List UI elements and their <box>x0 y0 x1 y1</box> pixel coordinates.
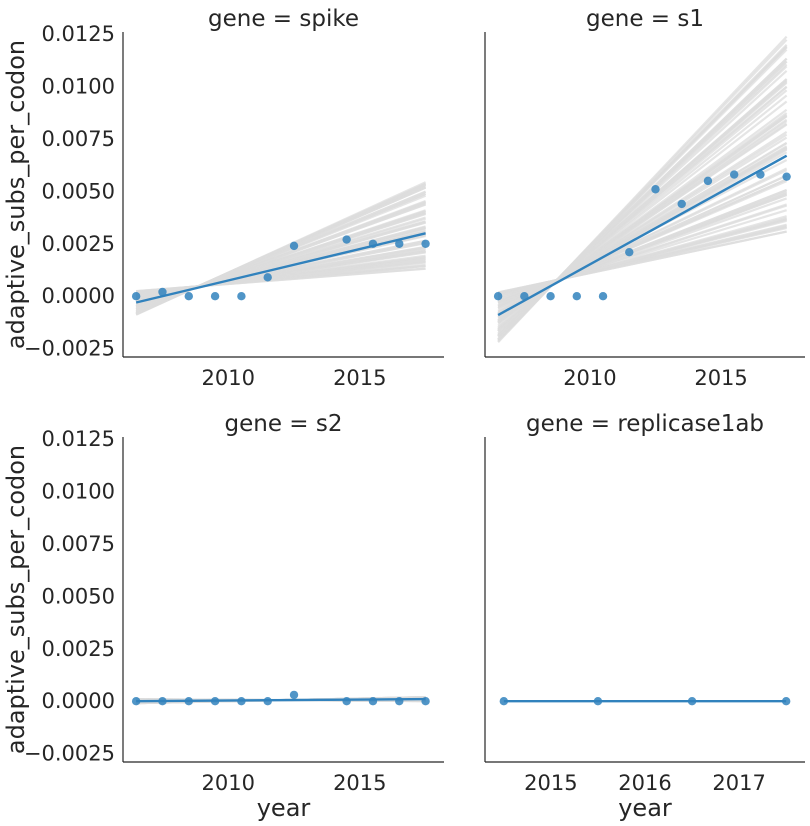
panel-replicase1ab: gene = replicase1ab 2015 2016 2017 year <box>484 411 805 822</box>
data-point <box>703 176 713 186</box>
y-tick-label: 0.0075 <box>42 532 115 556</box>
panel-title-replicase1ab: gene = replicase1ab <box>526 411 764 437</box>
data-point <box>237 291 246 301</box>
bootstrap-line <box>497 178 788 307</box>
x-tick-label: 2015 <box>333 771 386 795</box>
data-point <box>781 696 791 706</box>
y-tick-label: 0.0050 <box>42 179 115 203</box>
data-point <box>499 696 509 706</box>
y-tick-label: 0.0125 <box>42 427 115 451</box>
panel-title-s1: gene = s1 <box>586 6 704 32</box>
data-point <box>546 291 555 301</box>
y-axis-label: adaptive_subs_per_codon <box>2 40 30 349</box>
data-point <box>184 696 193 706</box>
y-tick-label: −0.0025 <box>24 337 115 361</box>
y-tick-label: 0.0025 <box>42 637 115 661</box>
data-point <box>158 287 167 297</box>
bootstrap-line <box>497 57 788 338</box>
data-point <box>395 696 404 706</box>
data-point <box>210 291 220 301</box>
regression-line <box>135 232 426 304</box>
panel-title-s2: gene = s2 <box>225 411 343 437</box>
y-axis-label: adaptive_subs_per_codon <box>2 445 30 754</box>
bootstrap-line <box>135 247 426 298</box>
data-point <box>729 170 739 179</box>
data-point <box>289 690 299 700</box>
x-tick-label: 2016 <box>618 771 671 795</box>
y-tick-label: 0.0050 <box>42 584 115 608</box>
data-point <box>421 696 430 706</box>
panel-spike: gene = spike −0.0025 0.0000 0.0025 0.0050 0.… <box>2 6 444 390</box>
y-tick-label: 0.0025 <box>42 232 115 256</box>
regression-line <box>136 697 426 703</box>
data-point <box>131 291 141 301</box>
panel-s1: gene = s1 2010 2015 <box>484 6 805 390</box>
data-point <box>368 239 378 248</box>
y-tick-label: 0.0100 <box>42 75 115 99</box>
x-axis-label: year <box>257 794 311 822</box>
data-point <box>593 696 603 706</box>
x-tick-label: 2017 <box>712 771 765 795</box>
data-point <box>677 199 686 209</box>
bootstrap-line <box>497 216 787 298</box>
data-point <box>520 291 529 301</box>
data-point <box>158 696 167 706</box>
data-point <box>289 241 299 251</box>
x-tick-label: 2015 <box>694 366 747 390</box>
data-point <box>782 172 791 181</box>
y-tick-label: 0.0000 <box>42 689 115 713</box>
data-point <box>342 235 351 244</box>
x-tick-label: 2015 <box>333 366 386 390</box>
data-point <box>651 185 660 194</box>
regression-line <box>497 154 788 317</box>
panel-s2: gene = s2 −0.0025 0.0000 0.0025 0.0050 0.007… <box>2 411 444 822</box>
y-tick-label: 0.0100 <box>42 480 115 504</box>
x-tick-label: 2015 <box>524 771 577 795</box>
data-point <box>687 696 697 706</box>
y-tick-label: −0.0025 <box>24 742 115 766</box>
panel-title-spike: gene = spike <box>208 6 359 32</box>
x-tick-label: 2010 <box>202 771 255 795</box>
data-point <box>342 696 351 706</box>
y-tick-label: 0.0125 <box>42 22 115 46</box>
data-point <box>184 291 193 301</box>
x-tick-label: 2010 <box>563 366 616 390</box>
x-tick-label: 2010 <box>202 366 255 390</box>
data-point <box>756 170 765 179</box>
data-point <box>263 696 272 706</box>
data-point <box>263 273 272 282</box>
data-point <box>625 247 634 257</box>
data-point <box>493 291 503 301</box>
data-point <box>210 696 220 706</box>
y-tick-label: 0.0075 <box>42 127 115 151</box>
bootstrap-lines <box>497 35 788 343</box>
bootstrap-lines <box>135 181 427 316</box>
data-point <box>421 239 430 248</box>
data-point <box>598 291 608 301</box>
data-point <box>395 239 404 248</box>
y-tick-label: 0.0000 <box>42 284 115 308</box>
x-axis-label: year <box>618 794 672 822</box>
data-point <box>237 696 246 706</box>
data-point <box>368 696 378 706</box>
data-point <box>572 291 582 301</box>
data-point <box>131 696 141 706</box>
